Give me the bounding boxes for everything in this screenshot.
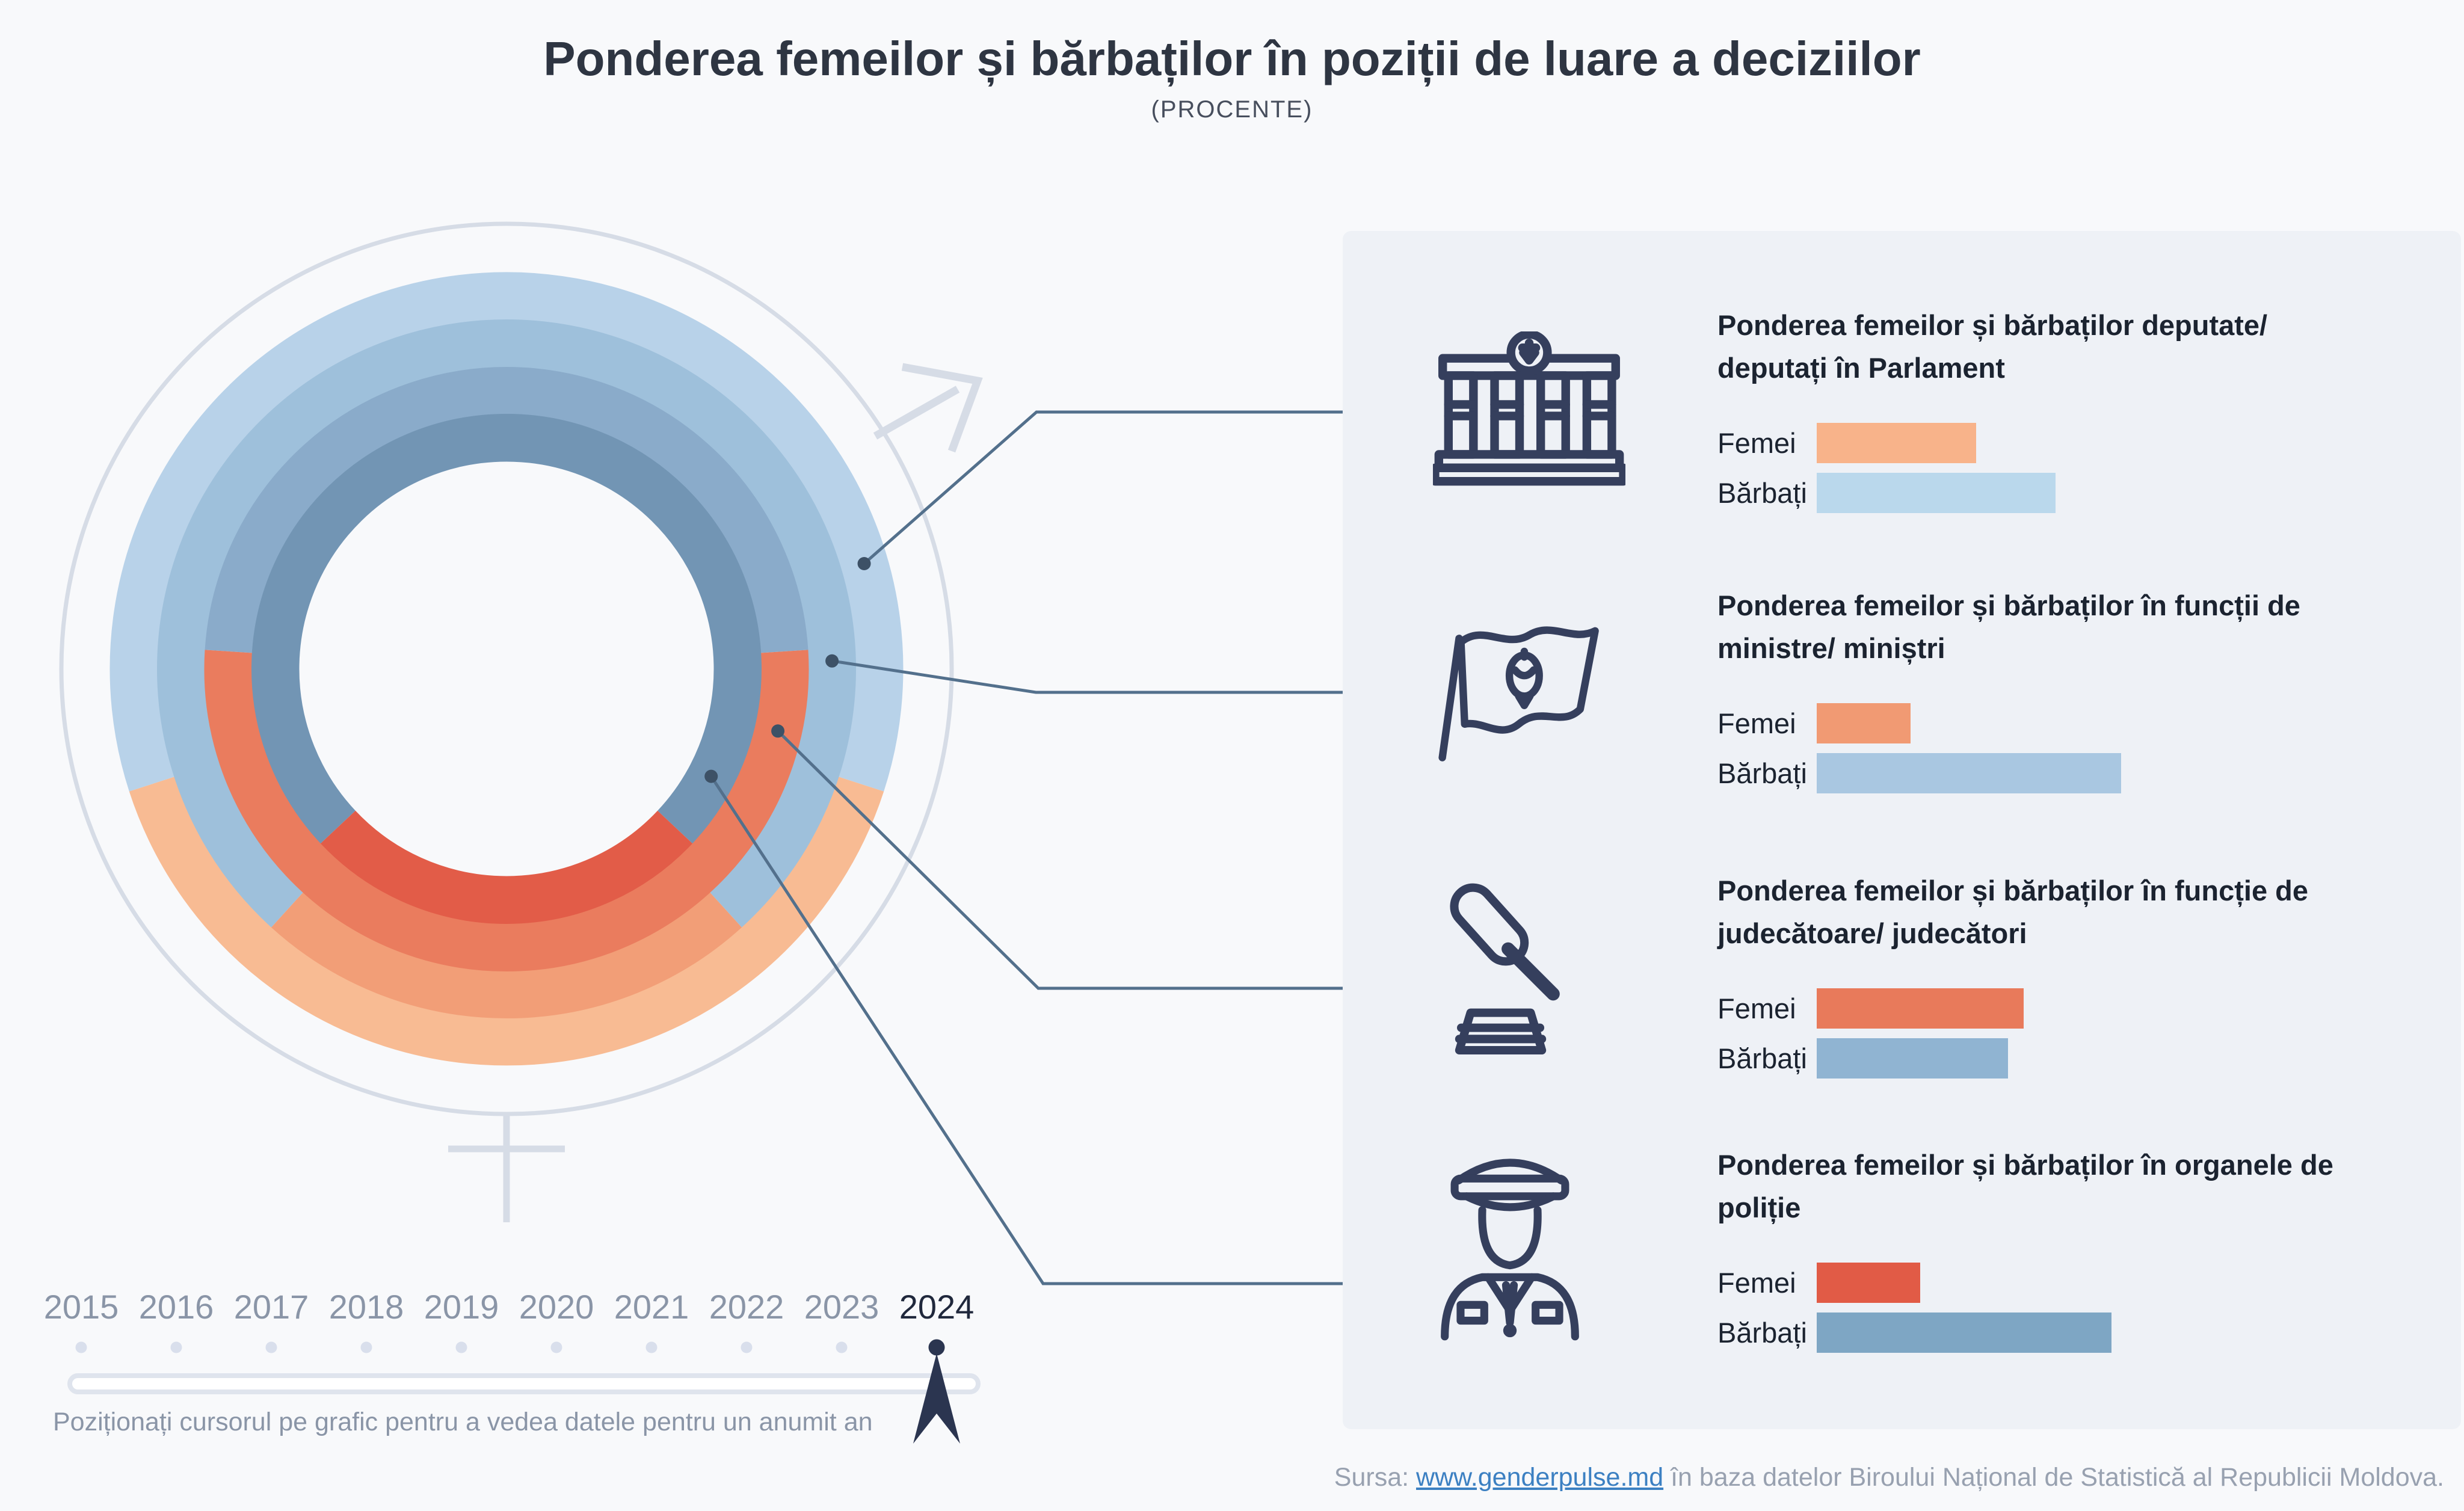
femei-row: Femei 40,0% (1717, 423, 2379, 463)
barbati-label: Bărbați (1717, 1042, 1807, 1074)
page-title: Ponderea femeilor și bărbaților în poziț… (543, 32, 1921, 85)
year-labels: 2015 2016 2017 2018 2019 2020 2021 2022 2023 2024 (0, 1287, 1053, 1329)
category-block-politie: Ponderea femeilor și bărbaților în organ… (1343, 1143, 2461, 1396)
category-title: Ponderea femeilor și bărbaților în funcț… (1717, 875, 2308, 949)
details-panel: Ponderea femeilor și bărbaților deputate… (1343, 231, 2461, 1429)
police-officer-icon (1433, 1139, 1587, 1344)
femei-label: Femei (1717, 992, 1796, 1024)
category-title: Ponderea femeilor și bărbaților în funcț… (1717, 589, 2300, 664)
year-label-2019[interactable]: 2019 (424, 1288, 499, 1326)
year-dot-2018[interactable] (360, 1341, 372, 1353)
barbati-label: Bărbați (1717, 477, 1807, 509)
year-dot-2020[interactable] (550, 1341, 562, 1353)
flag-icon (1433, 614, 1619, 770)
barbati-bar (1817, 1313, 2111, 1353)
year-dot-2019[interactable] (455, 1341, 467, 1353)
year-label-2015[interactable]: 2015 (43, 1288, 119, 1326)
year-dot-2024[interactable] (928, 1339, 945, 1356)
year-dot-2016[interactable] (170, 1341, 182, 1353)
barbati-row: Bărbați 74,0% (1717, 1313, 2379, 1353)
barbati-bar (1817, 753, 2121, 793)
barbati-label: Bărbați (1717, 757, 1807, 789)
year-slider-track[interactable] (67, 1373, 981, 1394)
barbati-percent: 76,5% (2396, 753, 2464, 793)
category-block-ministri: Ponderea femeilor și bărbaților în funcț… (1343, 584, 2461, 837)
femei-row: Femei 23,5% (1717, 703, 2379, 743)
barbati-row: Bărbați 76,5% (1717, 753, 2379, 793)
year-label-2016[interactable]: 2016 (138, 1288, 214, 1326)
femei-bar (1817, 703, 1911, 743)
year-dot-2021[interactable] (645, 1341, 658, 1353)
femei-percent: 40,0% (2396, 423, 2464, 463)
category-block-judecatori: Ponderea femeilor și bărbaților în funcț… (1343, 869, 2461, 1122)
femei-bar (1817, 423, 1976, 463)
femei-percent: 52,0% (2396, 988, 2464, 1029)
year-dot-2023[interactable] (836, 1341, 848, 1353)
barbati-percent: 48,0% (2396, 1038, 2464, 1079)
category-title: Ponderea femeilor și bărbaților în organ… (1717, 1149, 2333, 1223)
source-prefix: Sursa: (1334, 1463, 1417, 1492)
year-dots (0, 1339, 1053, 1357)
barbati-row: Bărbați 60,0% (1717, 473, 2379, 513)
femei-label: Femei (1717, 707, 1796, 739)
barbati-bar (1817, 1038, 2008, 1079)
barbati-percent: 60,0% (2396, 473, 2464, 513)
femei-row: Femei 26,0% (1717, 1263, 2379, 1303)
slider-hint: Poziționați cursorul pe grafic pentru a … (53, 1408, 873, 1436)
year-label-2018[interactable]: 2018 (328, 1288, 404, 1326)
femei-label: Femei (1717, 1267, 1796, 1299)
barbati-label: Bărbați (1717, 1317, 1807, 1349)
category-title: Ponderea femeilor și bărbaților deputate… (1717, 309, 2268, 384)
source-suffix: în baza datelor Biroului Național de Sta… (1663, 1463, 2444, 1492)
source-link[interactable]: www.genderpulse.md (1416, 1463, 1664, 1492)
femei-percent: 23,5% (2396, 703, 2464, 743)
year-dot-2017[interactable] (265, 1341, 277, 1353)
header: Ponderea femeilor și bărbaților în poziț… (0, 31, 2464, 123)
parliament-building-icon (1431, 330, 1628, 492)
year-label-2020[interactable]: 2020 (519, 1288, 594, 1326)
year-label-2022[interactable]: 2022 (709, 1288, 784, 1326)
category-block-parlament: Ponderea femeilor și bărbaților deputate… (1343, 304, 2461, 556)
barbati-bar (1817, 473, 2056, 513)
year-dot-2022[interactable] (741, 1341, 753, 1353)
year-label-2017[interactable]: 2017 (233, 1288, 309, 1326)
page-subtitle: (PROCENTE) (1151, 96, 1313, 123)
femei-bar (1817, 988, 2024, 1029)
year-label-2023[interactable]: 2023 (804, 1288, 879, 1326)
source-line: Sursa: www.genderpulse.md în baza datelo… (1334, 1463, 2444, 1492)
barbati-row: Bărbați 48,0% (1717, 1038, 2379, 1079)
barbati-percent: 74,0% (2396, 1313, 2464, 1353)
year-label-2021[interactable]: 2021 (614, 1288, 689, 1326)
femei-percent: 26,0% (2396, 1263, 2464, 1303)
femei-row: Femei 52,0% (1717, 988, 2379, 1029)
year-label-2024[interactable]: 2024 (899, 1288, 975, 1326)
gavel-icon (1433, 878, 1583, 1068)
year-dot-2015[interactable] (75, 1341, 87, 1353)
femei-bar (1817, 1263, 1920, 1303)
femei-label: Femei (1717, 427, 1796, 459)
